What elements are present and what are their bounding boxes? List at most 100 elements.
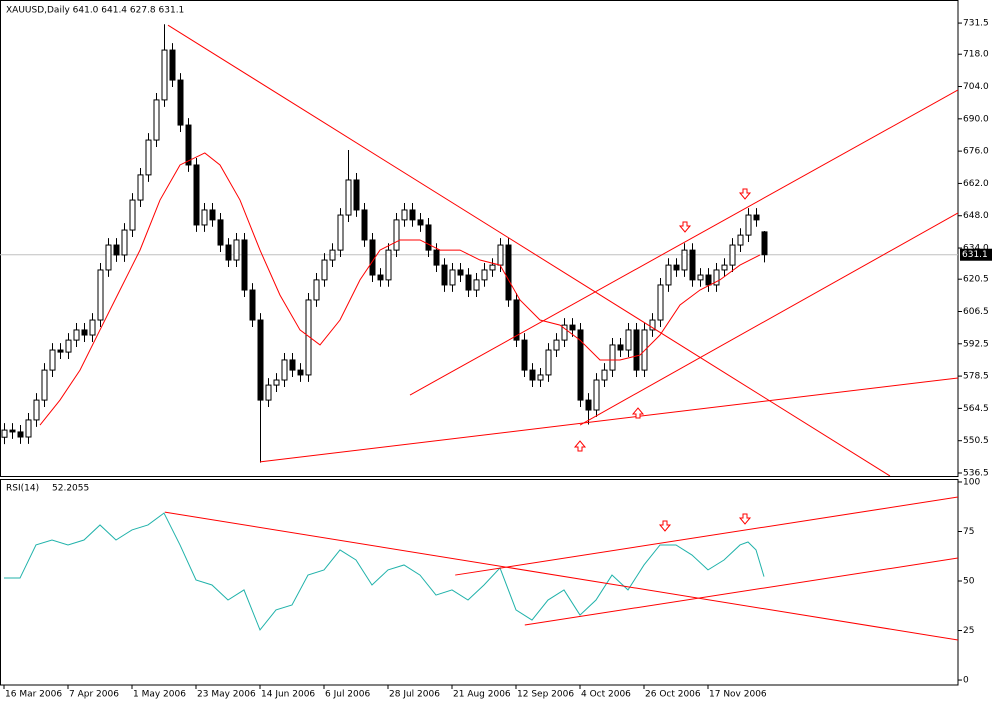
candle-body [281, 359, 288, 381]
rsi-title: RSI(14) [6, 484, 39, 494]
x-tick-label: 12 Sep 2006 [517, 690, 574, 700]
candle-body [145, 139, 152, 176]
candle-body [649, 319, 656, 331]
trendline [524, 557, 958, 626]
candle-body [97, 269, 104, 321]
candle-body [489, 264, 496, 271]
candle-body [89, 319, 96, 336]
candle-body [177, 79, 184, 126]
candle-body [513, 299, 520, 341]
y-tick-label: 592.5 [963, 339, 989, 349]
candle-body [553, 339, 560, 351]
candle-body [81, 329, 88, 336]
x-tick-label: 26 Oct 2006 [645, 690, 701, 700]
y-tick-label: 536.5 [963, 469, 989, 479]
x-tick-label: 28 Jul 2006 [389, 690, 440, 700]
annotation-arrows [573, 188, 752, 532]
candle-body [169, 49, 176, 81]
x-tick-label: 1 May 2006 [133, 690, 186, 700]
moving-average [39, 152, 761, 426]
candle-body [457, 269, 464, 276]
candle-body [249, 289, 256, 321]
candle-body [481, 269, 488, 281]
candle-body [289, 359, 296, 371]
candle-body [57, 349, 64, 353]
candle-body [33, 399, 40, 421]
candle-body [449, 269, 456, 286]
candle-body [369, 239, 376, 276]
candle-body [529, 369, 536, 381]
up-arrow [573, 440, 587, 452]
y-tick-label: 662.0 [963, 179, 989, 189]
candle-body [73, 329, 80, 341]
candle-body [593, 379, 600, 411]
pane-line [4, 496, 958, 641]
candle-body [25, 419, 32, 438]
candle-body [761, 231, 768, 256]
y-tick-label: 50 [963, 577, 975, 587]
candle-body [329, 249, 336, 261]
rsi-line [4, 512, 765, 631]
candle-body [297, 369, 304, 376]
y-tick-label: 550.5 [963, 436, 989, 446]
candle-body [673, 264, 680, 271]
candle-body [441, 264, 448, 286]
candle-body [321, 259, 328, 281]
y-tick-label: 564.5 [963, 404, 989, 414]
candle-body [41, 369, 48, 401]
candle-body [425, 224, 432, 251]
candle-body [537, 374, 544, 381]
candle-body [545, 349, 552, 376]
candle-body [153, 99, 160, 141]
candle-body [577, 329, 584, 401]
candle-body [609, 344, 616, 371]
candle-body [753, 214, 760, 221]
y-tick-label: 676.0 [963, 147, 989, 157]
x-tick-label: 6 Jul 2006 [325, 690, 370, 700]
candle-body [217, 219, 224, 246]
candle-body [185, 124, 192, 166]
candle-body [401, 209, 408, 221]
candle-body [193, 164, 200, 226]
y-tick-label: 731.5 [963, 19, 989, 29]
candle-body [625, 329, 632, 351]
candle-body [729, 244, 736, 266]
candle-body [273, 379, 280, 386]
candle-body [569, 324, 576, 331]
y-tick-label: 75 [963, 527, 974, 537]
x-tick-label: 17 Nov 2006 [709, 690, 767, 700]
candle-body [713, 269, 720, 286]
candle-body [137, 174, 144, 201]
candle-body [617, 344, 624, 351]
candle-body [353, 179, 360, 211]
candle-body [689, 249, 696, 281]
candle-body [129, 199, 136, 231]
candle-body [473, 279, 480, 291]
candle-body [1, 429, 8, 438]
pane-candlestick [0, 24, 958, 476]
price-frame [0, 0, 959, 477]
candle-body [601, 369, 608, 381]
candle-body [745, 214, 752, 236]
candle-body [521, 339, 528, 371]
down-arrow [738, 188, 752, 200]
candle-body [665, 264, 672, 286]
candle-body [361, 209, 368, 241]
candle-body [697, 274, 704, 281]
y-tick-label: 620.5 [963, 275, 989, 285]
y-tick-label: 634.0 [963, 244, 989, 254]
candle-body [433, 249, 440, 266]
candle-body [497, 244, 504, 266]
up-arrow [631, 407, 645, 419]
y-tick-label: 648.0 [963, 211, 989, 221]
candle-body [265, 384, 272, 401]
candle-body [257, 319, 264, 401]
y-tick-label: 690.0 [963, 114, 989, 124]
candle-body [393, 219, 400, 251]
rsi-frame [0, 479, 959, 686]
y-tick-label: 718.0 [963, 50, 989, 60]
candle-body [345, 179, 352, 216]
candle-body [409, 209, 416, 221]
